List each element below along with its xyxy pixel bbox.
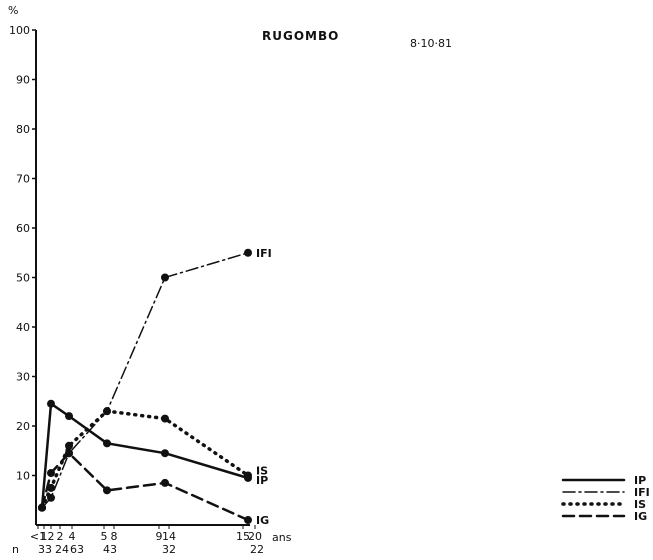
x-tick-label: 5: [101, 530, 108, 543]
data-point-ig: [103, 486, 111, 495]
x-tick-label: 2: [48, 530, 55, 543]
legend-label-ig: IG: [634, 510, 647, 523]
n-row-label: n: [12, 543, 19, 556]
y-tick-label: 90: [16, 74, 30, 87]
x-tick-label: 4: [69, 530, 76, 543]
y-tick-label: 40: [16, 321, 30, 334]
data-point-ip: [65, 412, 73, 421]
y-ticks: 10 20 30 40 50 60 70 80 90 100: [9, 24, 36, 483]
series-line-ig: [40, 451, 250, 522]
x-tick-label: 14: [162, 530, 176, 543]
data-point-is: [161, 414, 169, 423]
series-end-label-is: IS: [256, 465, 268, 478]
chart-date: 8·10·81: [410, 37, 452, 50]
y-axis-label: %: [8, 4, 18, 17]
y-tick-label: 70: [16, 173, 30, 186]
n-tick-label: 63: [70, 543, 84, 556]
data-point-ifi: [161, 273, 169, 282]
legend-label-ip: IP: [634, 474, 646, 487]
series-points: [38, 248, 252, 525]
series-end-label-ip: IP: [256, 474, 268, 487]
n-tick-label: 32: [162, 543, 176, 556]
y-tick-label: 80: [16, 123, 30, 136]
data-point-is: [244, 471, 252, 480]
series-end-labels: IP IFI IS IG: [256, 247, 272, 527]
x-tick-label: 15: [236, 530, 250, 543]
y-tick-label: 30: [16, 371, 30, 384]
n-tick-label: 24: [55, 543, 69, 556]
data-point-is: [65, 441, 73, 450]
series-line-is: [40, 409, 250, 510]
data-point-ig: [244, 516, 252, 525]
x-tick-label: 8: [111, 530, 118, 543]
data-point-ip: [103, 439, 111, 448]
data-point-ip: [47, 399, 55, 408]
data-point-ig: [47, 469, 55, 478]
series-end-label-ig: IG: [256, 514, 269, 527]
series-lines: [40, 252, 250, 522]
data-point-ifi: [244, 248, 252, 257]
n-tick-label: 22: [250, 543, 264, 556]
data-point-is: [103, 407, 111, 416]
chart-title: RUGOMBO: [262, 29, 339, 43]
y-tick-label: 50: [16, 272, 30, 285]
y-tick-label: 10: [16, 470, 30, 483]
data-point-ig: [161, 478, 169, 487]
series-line-ip: [40, 402, 250, 509]
x-tick-label: <1: [30, 530, 46, 543]
data-point-ig: [38, 503, 46, 512]
legend-label-is: IS: [634, 498, 646, 511]
data-point-ip: [161, 449, 169, 458]
y-tick-label: 20: [16, 420, 30, 433]
y-tick-label: 100: [9, 24, 30, 37]
series-end-label-ifi: IFI: [256, 247, 272, 260]
n-tick-label: 43: [103, 543, 117, 556]
data-point-ifi: [47, 493, 55, 502]
x-tick-label: 9: [156, 530, 163, 543]
x-unit-label: ans: [272, 531, 292, 544]
y-tick-label: 60: [16, 222, 30, 235]
n-tick-label: 33: [38, 543, 52, 556]
x-tick-label: 20: [248, 530, 262, 543]
data-point-ig: [65, 449, 73, 458]
legend-label-ifi: IFI: [634, 486, 650, 499]
data-point-is: [47, 483, 55, 492]
x-tick-label: 2: [57, 530, 64, 543]
x-tick-label: 1: [41, 530, 48, 543]
